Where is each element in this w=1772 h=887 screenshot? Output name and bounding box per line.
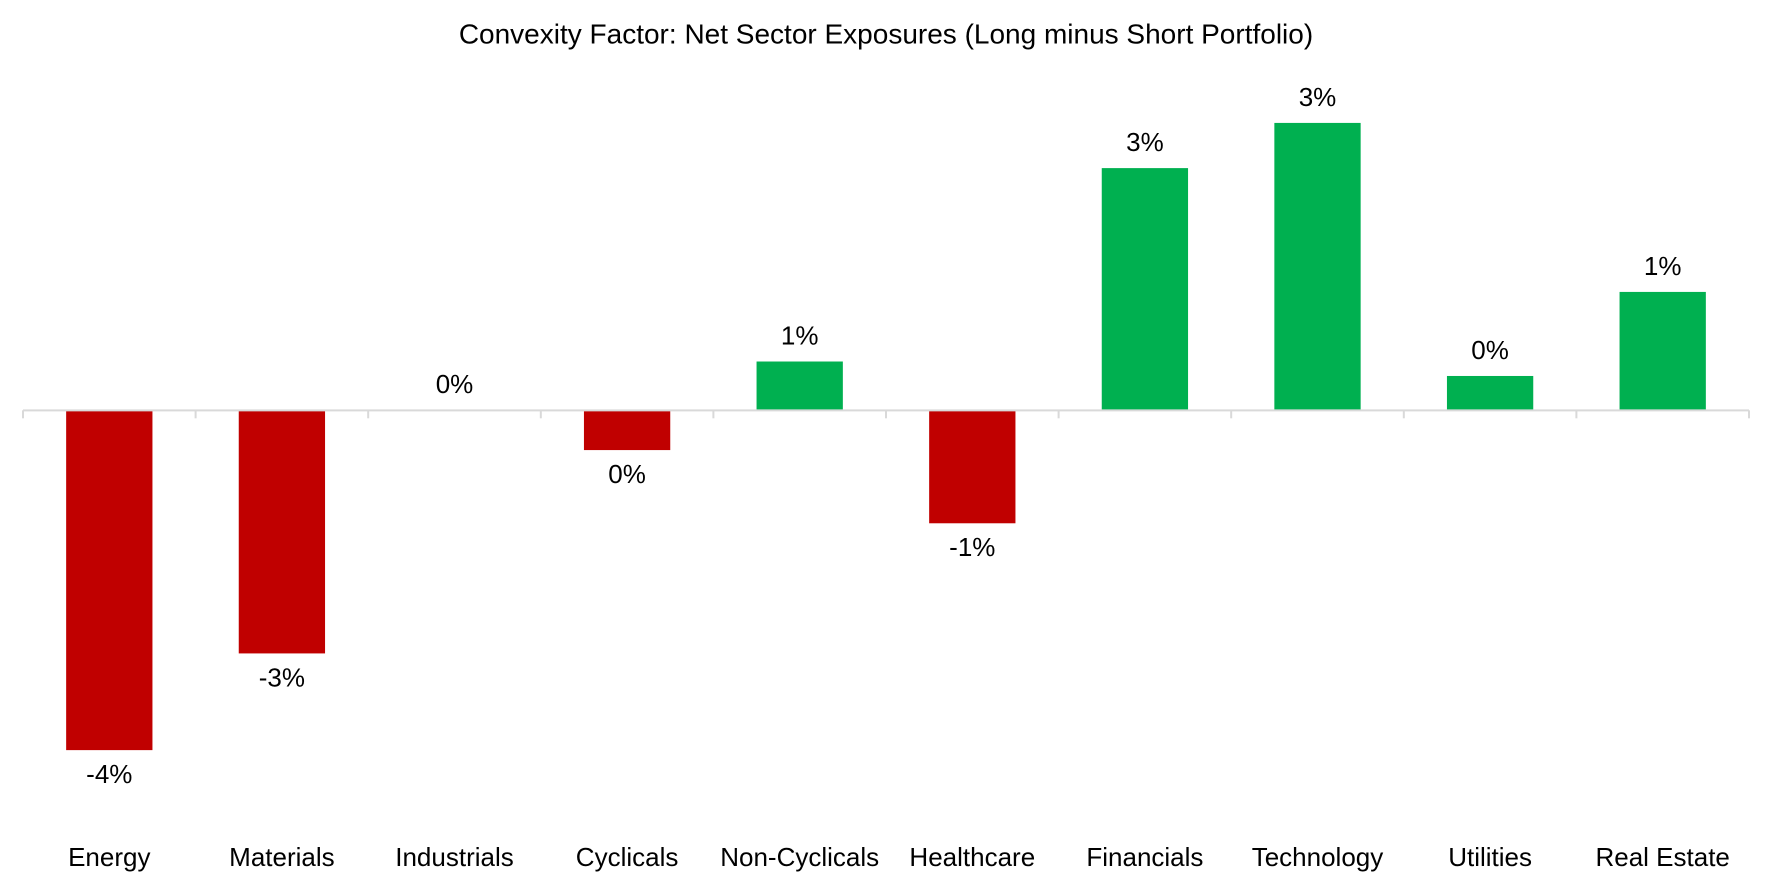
data-label: 3%	[1126, 127, 1164, 157]
bar	[929, 410, 1016, 524]
x-tick-label: Financials	[1086, 842, 1203, 872]
x-tick-label: Energy	[68, 842, 150, 872]
data-label: 0%	[608, 459, 646, 489]
data-label: 3%	[1299, 82, 1337, 112]
x-tick-label: Industrials	[395, 842, 514, 872]
bar	[66, 410, 153, 751]
x-tick-label: Healthcare	[909, 842, 1035, 872]
data-label: -3%	[259, 662, 305, 692]
bar	[1446, 375, 1534, 411]
bar	[1619, 291, 1706, 411]
x-tick-label: Utilities	[1448, 842, 1532, 872]
data-label: 0%	[436, 369, 474, 399]
bar	[238, 410, 326, 654]
data-label: 0%	[1471, 335, 1509, 365]
x-tick-label: Real Estate	[1595, 842, 1729, 872]
data-label: 1%	[1644, 251, 1682, 281]
x-tick-label: Technology	[1252, 842, 1384, 872]
data-label: 1%	[781, 320, 819, 350]
chart-title: Convexity Factor: Net Sector Exposures (…	[459, 18, 1313, 49]
bar	[1101, 168, 1189, 411]
data-label: -1%	[949, 532, 995, 562]
bar	[1274, 122, 1361, 411]
bar	[756, 361, 843, 411]
x-tick-label: Materials	[229, 842, 334, 872]
bar	[583, 410, 671, 451]
x-tick-label: Non-Cyclicals	[720, 842, 879, 872]
x-tick-label: Cyclicals	[576, 842, 679, 872]
data-label: -4%	[86, 759, 132, 789]
